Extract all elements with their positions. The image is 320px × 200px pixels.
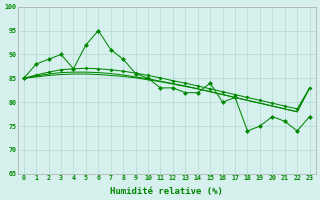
X-axis label: Humidité relative (%): Humidité relative (%) xyxy=(110,187,223,196)
